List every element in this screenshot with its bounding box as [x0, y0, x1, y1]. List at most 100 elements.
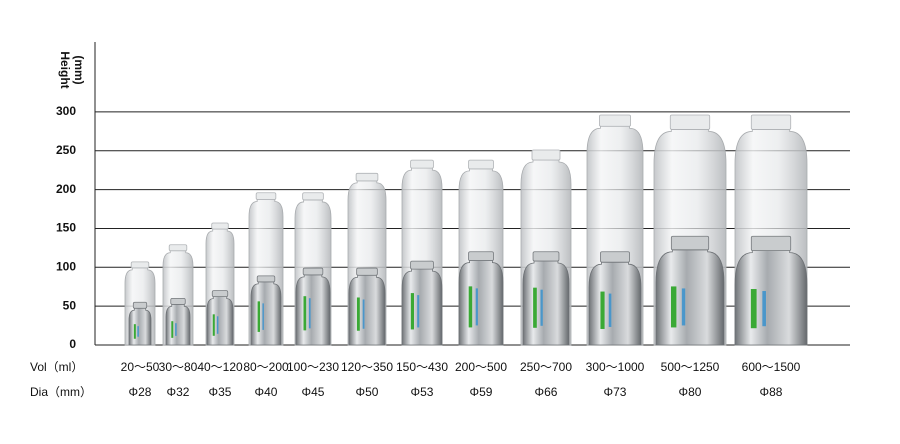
bottle-body — [128, 307, 152, 346]
bottle-cap — [750, 114, 792, 130]
bottle-body — [206, 296, 234, 346]
logo-stripe — [308, 298, 311, 329]
y-tick-label: 200 — [56, 182, 76, 196]
bottle-cap — [256, 275, 276, 283]
x-tick-label: 40～120 — [197, 360, 243, 374]
dia-label: Φ66 — [535, 385, 558, 399]
dia-label: Φ53 — [411, 385, 434, 399]
bottle-cap — [355, 172, 379, 182]
bottle-cap — [410, 159, 434, 169]
bottle-body — [734, 250, 808, 346]
bottle-cap — [670, 235, 710, 251]
logo-stripe — [417, 295, 420, 328]
bottle-cap — [211, 222, 229, 230]
bottle-cap — [211, 290, 229, 298]
logo-stripe — [362, 299, 365, 329]
bottle-cap — [302, 267, 324, 276]
bottle-cap — [532, 251, 560, 262]
aluminum-bottle — [401, 260, 443, 346]
bottle-body — [655, 249, 725, 346]
bottle-body — [348, 274, 386, 346]
logo-stripe — [475, 288, 478, 326]
logo-stripe — [356, 297, 360, 331]
bottle-cap — [255, 192, 277, 200]
logo-stripe — [175, 323, 177, 336]
y-tick-label: 300 — [56, 104, 76, 118]
logo-stripe — [212, 314, 215, 336]
y-tick-label: 250 — [56, 143, 76, 157]
logo-stripe — [670, 286, 677, 328]
bottle-body — [522, 260, 570, 346]
bottle-body — [458, 260, 504, 346]
aluminum-bottle — [295, 267, 331, 346]
dia-label: Φ50 — [356, 385, 379, 399]
dia-label: Φ45 — [302, 385, 325, 399]
bottle-body — [401, 268, 443, 346]
logo-stripe — [303, 296, 307, 331]
aluminum-bottle — [588, 251, 642, 346]
row-label: Vol（ml） — [30, 360, 83, 374]
dia-label: Φ28 — [129, 385, 152, 399]
bottle-cap — [132, 301, 148, 309]
bottle-cap — [168, 244, 188, 252]
bottle-cap — [410, 260, 434, 270]
x-tick-label: 120～350 — [341, 360, 393, 374]
bottle-cap — [468, 159, 494, 170]
x-tick-label: 600～1500 — [742, 360, 801, 374]
y-tick-label: 0 — [69, 337, 76, 351]
x-tick-label: 30～80 — [159, 360, 198, 374]
x-tick-label: 500～1250 — [661, 360, 720, 374]
aluminum-bottle — [522, 251, 570, 346]
bottle-body — [588, 261, 642, 346]
logo-stripe — [468, 286, 473, 328]
logo-stripe — [410, 293, 414, 330]
logo-stripe — [171, 321, 174, 338]
bottle-cap — [600, 251, 630, 263]
aluminum-bottle — [206, 290, 234, 346]
aluminum-bottle — [250, 275, 282, 346]
logo-stripe — [681, 288, 686, 326]
bottle-cap — [669, 114, 711, 130]
bottle-body — [165, 303, 191, 346]
row-label: Dia（mm） — [30, 385, 92, 399]
x-tick-label: 300～1000 — [586, 360, 645, 374]
bottle-cap — [170, 297, 186, 305]
dia-label: Φ73 — [604, 385, 627, 399]
logo-stripe — [216, 316, 219, 334]
logo-stripe — [750, 289, 757, 329]
bottle-body — [295, 274, 331, 346]
aluminum-bottle — [128, 301, 152, 346]
dia-label: Φ35 — [209, 385, 232, 399]
logo-stripe — [540, 289, 543, 326]
aluminum-bottle — [165, 297, 191, 346]
dia-label: Φ59 — [470, 385, 493, 399]
bottle-cap — [302, 192, 324, 201]
dia-label: Φ88 — [760, 385, 783, 399]
aluminum-bottle — [655, 235, 725, 346]
logo-stripe — [533, 287, 537, 328]
x-tick-label: 250～700 — [520, 360, 572, 374]
bottle-cap — [531, 149, 561, 161]
y-tick-label: 150 — [56, 221, 76, 235]
logo-stripe — [257, 301, 260, 332]
x-tick-label: 80～200 — [243, 360, 289, 374]
bottle-cap — [356, 267, 378, 276]
bottle-body — [250, 281, 282, 346]
dia-label: Φ80 — [679, 385, 702, 399]
bottle-cap — [468, 251, 494, 261]
y-axis-label: (mm) — [72, 55, 86, 84]
logo-stripe — [137, 326, 139, 337]
aluminum-bottle — [458, 251, 504, 346]
x-tick-label: 150～430 — [396, 360, 448, 374]
logo-stripe — [608, 293, 612, 327]
y-axis-label: Height — [58, 51, 72, 88]
bottle-cap — [599, 114, 631, 127]
x-tick-label: 100～230 — [287, 360, 339, 374]
bottle-cap — [750, 235, 792, 252]
x-tick-label: 20～50 — [121, 360, 160, 374]
dia-label: Φ32 — [167, 385, 190, 399]
aluminum-bottle — [348, 267, 386, 346]
y-tick-label: 50 — [63, 298, 77, 312]
logo-stripe — [262, 303, 264, 330]
